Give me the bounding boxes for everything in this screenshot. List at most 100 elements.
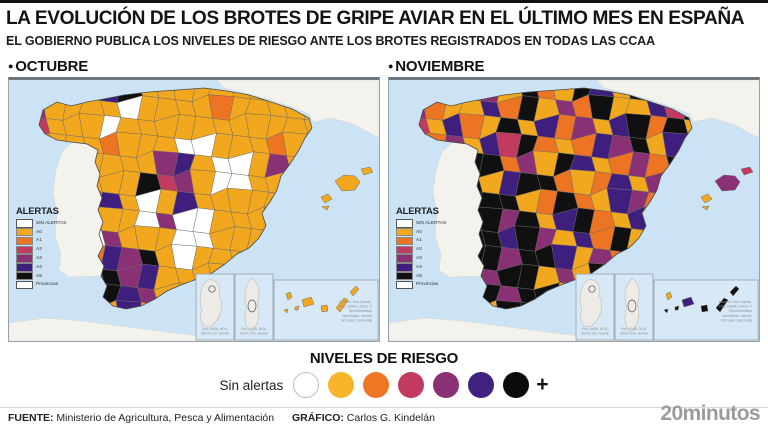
risk-circle-a2: [398, 372, 425, 398]
map-attribution: OpenStreetMap: [729, 309, 752, 313]
canary-island: [283, 308, 289, 314]
risk-circle-a0: [328, 372, 355, 398]
footer-credits: FUENTE: Ministerio de Agricultura, Pesca…: [8, 412, 435, 424]
legend-swatch: [16, 271, 33, 281]
legend-label: SIN ALERTAS: [36, 220, 67, 226]
canary-island: [665, 291, 673, 301]
legend-label: Provincias: [416, 282, 439, 288]
alertas-legend-row: A1: [16, 236, 78, 246]
legend-swatch: [396, 271, 413, 281]
bullet-icon: ●: [8, 61, 14, 71]
legend-label: A0: [416, 229, 422, 235]
legend-swatch: [396, 254, 413, 263]
legend-label: A4: [416, 264, 422, 270]
alertas-legend-row: A5: [16, 271, 78, 281]
legend-swatch: [396, 236, 413, 246]
inset-attribution: USGS, Esri, Garmin: [620, 331, 649, 335]
balearic-island: [334, 174, 361, 192]
source-label: FUENTE:: [8, 412, 54, 424]
alertas-legend-row: Provincias: [396, 280, 458, 290]
month-label-text: NOVIEMBRE: [395, 57, 485, 75]
legend-label: A0: [36, 229, 42, 235]
map-attribution: contributors, and the: [342, 314, 372, 318]
legend-swatch: [396, 263, 413, 272]
balearic-island: [740, 166, 754, 176]
map-attribution: contributors, and the: [722, 314, 752, 318]
risk-circle-a1: [363, 372, 390, 398]
risk-legend-title: NIVELES DE RIESGO: [309, 350, 459, 367]
spain-outline: [418, 87, 693, 310]
risk-circle-a4: [468, 372, 495, 398]
melilla-marker: [247, 299, 257, 313]
legend-swatch: [16, 245, 33, 255]
canary-island: [294, 305, 300, 311]
canary-islands: [663, 285, 740, 314]
canary-island: [729, 285, 740, 297]
map-legend-november: ALERTAS SIN ALERTAS A0 A1 A2 A3 A4 A5 Provincias: [396, 206, 458, 290]
map-attribution: Sources: Esri, Garmin,: [719, 300, 752, 304]
legend-label: A1: [36, 238, 42, 244]
page-subtitle: EL GOBIERNO PUBLICA LOS NIVELES DE RIESG…: [6, 34, 656, 48]
alertas-legend-row: A4: [16, 263, 78, 272]
legend-label: A3: [416, 256, 422, 262]
canary-islands: [283, 285, 360, 314]
risk-circle-a5: [503, 372, 530, 398]
legend-swatch: [16, 263, 33, 272]
map-column-october: ● OCTUBRE Esri, NASA, NGA, USGS, Esri, Ga…: [8, 55, 380, 342]
alertas-legend-title: ALERTAS: [396, 206, 439, 217]
map-attribution: FAO, NOAA, USGS, ©: [339, 305, 373, 309]
map-column-november: ● NOVIEMBRE Esri, NASA, NGA, USGS, Esri, …: [388, 55, 760, 342]
spain-outline: [38, 87, 313, 310]
france-land: [216, 80, 379, 139]
africa-land: [389, 317, 625, 341]
map-attribution: Sources: Esri, Garmin,: [339, 300, 372, 304]
legend-swatch: [396, 227, 413, 237]
sin-alertas-label: Sin alertas: [219, 377, 284, 393]
africa-land: [9, 317, 245, 341]
page-title: LA EVOLUCIÓN DE LOS BROTES DE GRIPE AVIA…: [6, 7, 745, 29]
canary-island: [335, 297, 349, 313]
risk-circle-sin-alertas: [293, 372, 320, 398]
legend-swatch: [396, 245, 413, 255]
alertas-legend-row: A0: [16, 227, 78, 237]
balearic-island: [700, 193, 713, 204]
risk-circle-a3: [433, 372, 460, 398]
morocco-coast: [199, 279, 222, 327]
morocco-coast: [579, 279, 602, 327]
inset-attribution: Esri, NASA, NGA,: [202, 327, 228, 331]
legend-label: A5: [416, 273, 422, 279]
inset-attribution: USGS, Esri, Garmin: [240, 331, 269, 335]
inset-attribution: Esri, NASA, NGA,: [241, 327, 267, 331]
legend-swatch: [16, 236, 33, 246]
inset-attribution: Esri, NASA, NGA,: [621, 327, 647, 331]
alertas-legend-row: A3: [16, 254, 78, 263]
alertas-legend-row: A4: [396, 263, 458, 272]
map-november: Esri, NASA, NGA, USGS, Esri, Garmin Esri, …: [388, 77, 760, 342]
month-label-october: ● OCTUBRE: [8, 55, 380, 77]
footer-divider: [0, 407, 768, 408]
alertas-legend-row: A0: [396, 227, 458, 237]
melilla-marker: [627, 299, 637, 313]
legend-label: A1: [416, 238, 422, 244]
balearic-island: [321, 205, 330, 211]
canary-island: [715, 297, 729, 313]
map-attribution: GIS User Community: [721, 318, 752, 322]
alertas-legend-row: SIN ALERTAS: [396, 219, 458, 228]
alertas-legend-row: A5: [396, 271, 458, 281]
legend-label: Provincias: [36, 282, 59, 288]
risk-legend-circles: Sin alertas +: [0, 372, 768, 398]
balearic-island: [320, 193, 333, 204]
legend-swatch: [396, 219, 413, 228]
inset-attribution: Esri, NASA, NGA,: [582, 327, 608, 331]
canary-island: [700, 304, 709, 313]
canary-island: [663, 308, 669, 314]
canary-island: [320, 304, 329, 313]
maps-row: ● OCTUBRE Esri, NASA, NGA, USGS, Esri, Ga…: [8, 55, 760, 342]
morocco-coast: [624, 277, 640, 333]
month-label-text: OCTUBRE: [15, 57, 89, 75]
legend-label: A2: [36, 247, 42, 253]
ceuta-marker: [208, 285, 216, 293]
legend-label: A3: [36, 256, 42, 262]
risk-levels-legend: NIVELES DE RIESGO Sin alertas +: [0, 350, 768, 398]
alertas-legend-row: A1: [396, 236, 458, 246]
